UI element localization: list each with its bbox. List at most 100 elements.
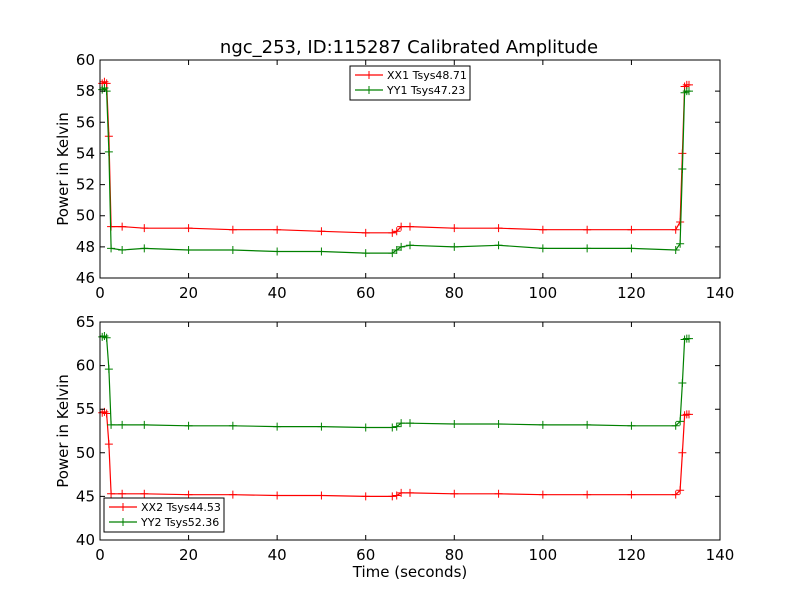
data-point <box>98 85 107 94</box>
data-point <box>678 448 687 457</box>
data-point <box>118 489 127 498</box>
data-point <box>317 491 326 500</box>
x-tick-label: 40 <box>268 546 287 564</box>
data-point <box>107 244 116 253</box>
data-point <box>627 244 636 253</box>
data-point <box>104 365 113 374</box>
data-point <box>184 224 193 233</box>
x-tick-label: 0 <box>95 546 105 564</box>
data-point <box>676 239 685 248</box>
x-tick-label: 100 <box>529 546 558 564</box>
data-point <box>107 420 116 429</box>
data-point <box>583 225 592 234</box>
legend-marker <box>119 518 127 526</box>
data-point <box>273 491 282 500</box>
data-point <box>104 440 113 449</box>
data-point <box>388 249 397 258</box>
data-point <box>397 222 406 231</box>
x-tick-label: 80 <box>445 284 464 302</box>
data-point <box>98 332 107 341</box>
data-point <box>361 249 370 258</box>
data-point <box>494 420 503 429</box>
y-tick-label: 40 <box>76 531 95 549</box>
data-point <box>678 379 687 388</box>
bottom-panel: 0 20 40 60 80 100 120 140 40 45 50 55 60 65 Power in K… <box>54 313 734 581</box>
data-point <box>392 491 401 500</box>
legend-label: YY1 Tsys47.23 <box>386 84 465 97</box>
legend-box <box>349 65 471 101</box>
data-point <box>406 241 414 250</box>
data-point <box>671 245 680 254</box>
data-point <box>392 227 401 236</box>
legend-marker <box>365 71 373 79</box>
data-point <box>228 225 237 234</box>
data-point <box>102 333 111 342</box>
y-tick-label: 60 <box>76 51 95 69</box>
plot-frame <box>99 59 721 279</box>
data-point <box>671 225 680 234</box>
data-point <box>627 490 636 499</box>
y-tick-label: 48 <box>76 238 95 256</box>
data-point <box>388 423 397 432</box>
legend: XX2 Tsys44.53 YY2 Tsys52.36 <box>103 497 225 533</box>
data-point <box>583 490 592 499</box>
data-point <box>397 242 406 251</box>
series-2 <box>98 84 693 258</box>
chart-title: ngc_253, ID:115287 Calibrated Amplitude <box>220 37 598 58</box>
data-point <box>184 490 193 499</box>
y-tick-label: 46 <box>76 269 95 287</box>
data-point <box>406 419 414 428</box>
data-point <box>98 408 107 417</box>
data-point <box>494 241 503 250</box>
data-point <box>406 488 414 497</box>
data-point <box>680 411 689 420</box>
plot-frame <box>99 321 721 541</box>
data-point <box>406 222 414 231</box>
data-point <box>317 422 326 431</box>
y-axis-label: Power in Kelvin <box>54 374 72 488</box>
legend-label: YY2 Tsys52.36 <box>140 516 219 529</box>
top-panel: 0 20 40 60 80 100 120 140 46 48 50 52 54 56 58 60 Power … <box>54 51 734 302</box>
data-point <box>140 489 149 498</box>
legend-label: XX1 Tsys48.71 <box>387 69 467 82</box>
x-tick-label: 40 <box>268 284 287 302</box>
data-point <box>627 421 636 430</box>
x-tick-label: 100 <box>529 284 558 302</box>
legend-box <box>103 497 225 533</box>
data-point <box>671 490 680 499</box>
data-point <box>361 423 370 432</box>
legend: XX1 Tsys48.71 YY1 Tsys47.23 <box>349 65 471 101</box>
data-point <box>388 228 397 237</box>
data-point <box>450 242 459 251</box>
x-tick-label: 60 <box>356 546 375 564</box>
data-point <box>494 489 503 498</box>
data-point <box>450 224 459 233</box>
y-tick-label: 50 <box>76 207 95 225</box>
x-tick-label: 140 <box>706 284 735 302</box>
data-point <box>678 165 687 173</box>
data-point <box>392 245 401 254</box>
data-point <box>102 409 111 418</box>
y-tick-label: 65 <box>76 313 95 331</box>
data-point <box>184 421 193 430</box>
data-point <box>107 489 116 498</box>
series-line <box>101 335 689 429</box>
data-point <box>361 228 370 237</box>
data-point <box>140 224 149 233</box>
data-point <box>317 247 326 256</box>
data-point <box>228 245 237 254</box>
data-point <box>450 420 459 429</box>
data-point <box>104 147 113 156</box>
data-point <box>118 222 127 231</box>
x-tick-label: 0 <box>95 284 105 302</box>
data-point <box>388 492 397 501</box>
series-1 <box>98 77 693 237</box>
series-line <box>101 411 689 497</box>
legend-marker <box>365 86 373 94</box>
data-point <box>685 410 693 419</box>
data-point <box>450 489 459 498</box>
data-point <box>583 244 592 253</box>
data-point <box>685 334 693 343</box>
y-tick-label: 60 <box>76 357 95 375</box>
